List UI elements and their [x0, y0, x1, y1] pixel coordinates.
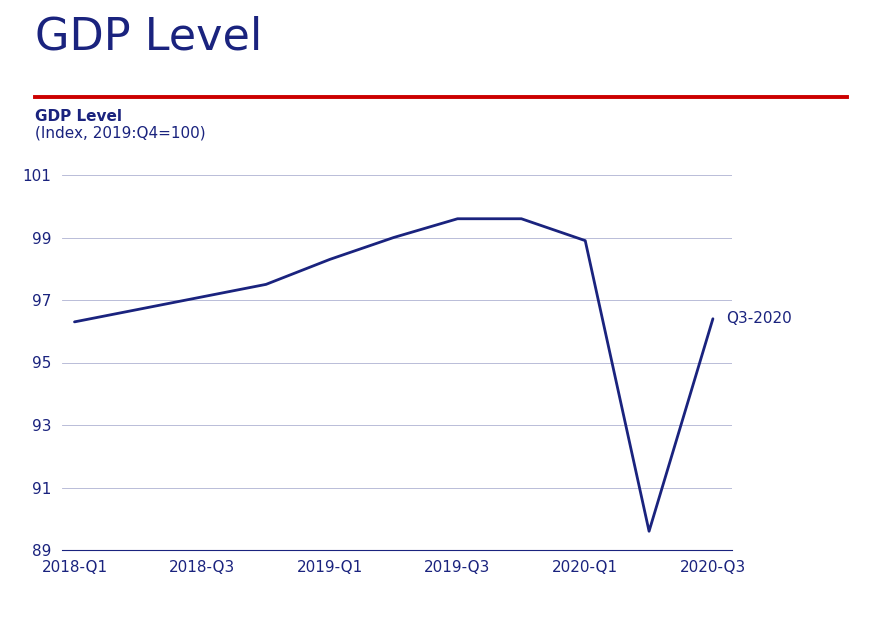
Text: Q3-2020: Q3-2020 — [726, 311, 791, 326]
Text: GDP Level: GDP Level — [35, 109, 123, 124]
Text: (Index, 2019:Q4=100): (Index, 2019:Q4=100) — [35, 125, 206, 140]
Text: GDP Level: GDP Level — [35, 16, 263, 59]
